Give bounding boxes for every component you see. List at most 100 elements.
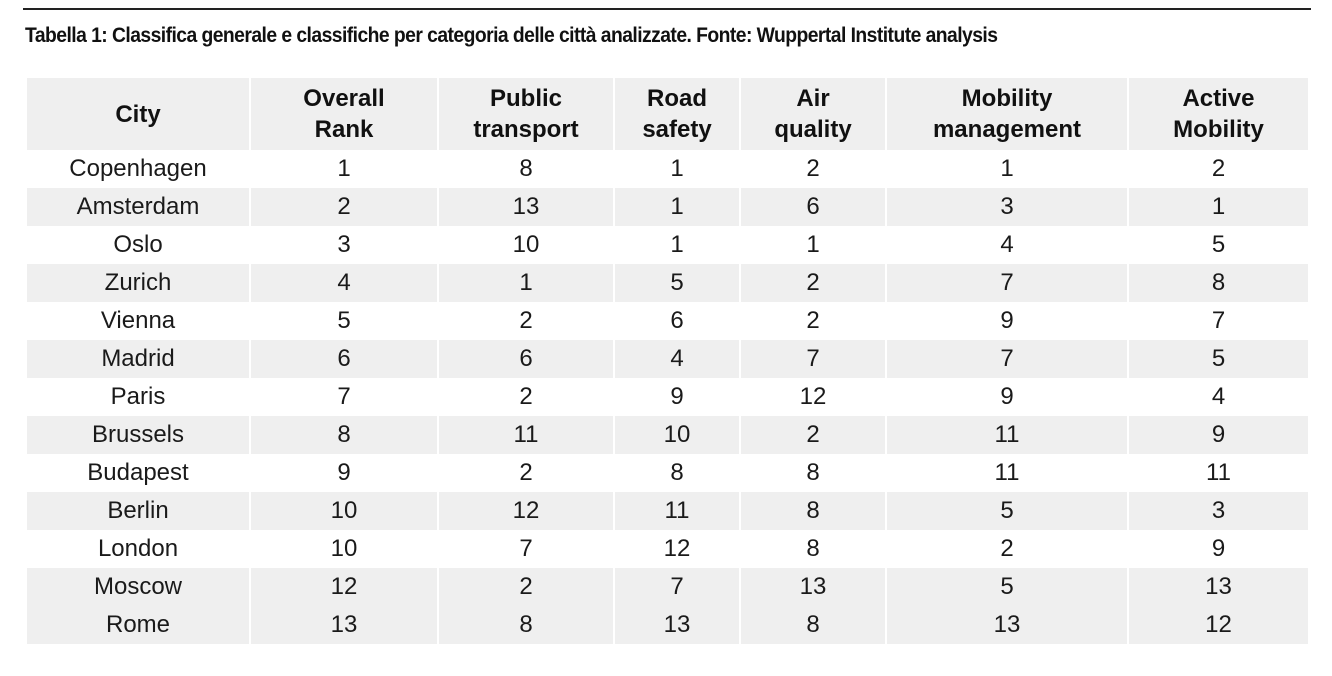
rank-cell-public-transport: 2: [439, 568, 613, 606]
rank-cell-air-quality: 8: [741, 530, 885, 568]
column-header-line: transport: [473, 116, 579, 143]
city-name-cell: Copenhagen: [27, 150, 249, 188]
rank-cell-mobility-management: 3: [887, 188, 1127, 226]
rank-cell-road-safety: 6: [615, 302, 739, 340]
rank-cell-mobility-management: 5: [887, 492, 1127, 530]
rank-cell-road-safety: 1: [615, 150, 739, 188]
column-header-overall-rank: Overall Rank: [251, 78, 437, 150]
column-header-line: Rank: [314, 116, 374, 143]
rank-cell-air-quality: 7: [741, 340, 885, 378]
header-row: City Overall Rank Public transport Road safety…: [27, 78, 1308, 150]
rank-cell-active-mobility: 9: [1129, 416, 1308, 454]
rank-cell-public-transport: 2: [439, 378, 613, 416]
rank-cell-active-mobility: 1: [1129, 188, 1308, 226]
rank-cell-mobility-management: 7: [887, 340, 1127, 378]
table-row: Oslo 3 10 1 1 4 5: [27, 226, 1308, 264]
rank-cell-air-quality: 2: [741, 264, 885, 302]
rank-cell-public-transport: 12: [439, 492, 613, 530]
rank-cell-road-safety: 1: [615, 188, 739, 226]
column-header-active-mobility: Active Mobility: [1129, 78, 1308, 150]
rank-cell-active-mobility: 2: [1129, 150, 1308, 188]
column-header-line: quality: [774, 116, 852, 143]
column-header-air-quality: Air quality: [741, 78, 885, 150]
table-row: Copenhagen 1 8 1 2 1 2: [27, 150, 1308, 188]
column-header-line: Mobility: [1173, 116, 1264, 143]
column-header-line: Air: [796, 85, 830, 112]
rank-cell-overall-rank: 8: [251, 416, 437, 454]
rank-cell-active-mobility: 5: [1129, 226, 1308, 264]
city-name-cell: Vienna: [27, 302, 249, 340]
table-row: Zurich 4 1 5 2 7 8: [27, 264, 1308, 302]
rank-cell-air-quality: 12: [741, 378, 885, 416]
rank-cell-road-safety: 7: [615, 568, 739, 606]
rank-cell-public-transport: 8: [439, 150, 613, 188]
rank-cell-active-mobility: 4: [1129, 378, 1308, 416]
table-row: Amsterdam 2 13 1 6 3 1: [27, 188, 1308, 226]
rank-cell-active-mobility: 8: [1129, 264, 1308, 302]
rank-cell-mobility-management: 1: [887, 150, 1127, 188]
rank-cell-public-transport: 8: [439, 606, 613, 644]
rank-cell-mobility-management: 11: [887, 454, 1127, 492]
rank-cell-active-mobility: 11: [1129, 454, 1308, 492]
rank-cell-overall-rank: 4: [251, 264, 437, 302]
rank-cell-active-mobility: 3: [1129, 492, 1308, 530]
city-name-cell: Oslo: [27, 226, 249, 264]
table-row: Madrid 6 6 4 7 7 5: [27, 340, 1308, 378]
rank-cell-active-mobility: 5: [1129, 340, 1308, 378]
table-row: Berlin 10 12 11 8 5 3: [27, 492, 1308, 530]
table-row: Vienna 5 2 6 2 9 7: [27, 302, 1308, 340]
city-name-cell: Budapest: [27, 454, 249, 492]
rank-cell-mobility-management: 2: [887, 530, 1127, 568]
rank-cell-overall-rank: 1: [251, 150, 437, 188]
city-name-cell: Zurich: [27, 264, 249, 302]
rank-cell-mobility-management: 9: [887, 378, 1127, 416]
table-row: Rome 13 8 13 8 13 12: [27, 606, 1308, 644]
rank-cell-air-quality: 2: [741, 150, 885, 188]
rank-cell-air-quality: 8: [741, 492, 885, 530]
rank-cell-mobility-management: 11: [887, 416, 1127, 454]
rank-cell-public-transport: 13: [439, 188, 613, 226]
rank-cell-overall-rank: 6: [251, 340, 437, 378]
rank-cell-public-transport: 2: [439, 454, 613, 492]
rank-cell-overall-rank: 13: [251, 606, 437, 644]
top-rule: [23, 8, 1311, 10]
table-row: Moscow 12 2 7 13 5 13: [27, 568, 1308, 606]
rank-cell-road-safety: 1: [615, 226, 739, 264]
rank-cell-public-transport: 7: [439, 530, 613, 568]
rank-cell-road-safety: 5: [615, 264, 739, 302]
rank-cell-overall-rank: 12: [251, 568, 437, 606]
city-name-cell: Rome: [27, 606, 249, 644]
table-row: Brussels 8 11 10 2 11 9: [27, 416, 1308, 454]
rank-cell-overall-rank: 3: [251, 226, 437, 264]
table-header: City Overall Rank Public transport Road safety…: [27, 78, 1308, 150]
rank-cell-active-mobility: 13: [1129, 568, 1308, 606]
rank-cell-public-transport: 1: [439, 264, 613, 302]
rank-cell-air-quality: 1: [741, 226, 885, 264]
city-name-cell: Madrid: [27, 340, 249, 378]
rank-cell-overall-rank: 2: [251, 188, 437, 226]
rank-cell-mobility-management: 7: [887, 264, 1127, 302]
rank-cell-mobility-management: 5: [887, 568, 1127, 606]
column-header-line: Overall: [303, 85, 385, 112]
column-header-city: City: [27, 78, 249, 150]
rank-cell-air-quality: 6: [741, 188, 885, 226]
rank-cell-air-quality: 2: [741, 302, 885, 340]
rank-cell-air-quality: 13: [741, 568, 885, 606]
city-name-cell: London: [27, 530, 249, 568]
column-header-mobility-management: Mobility management: [887, 78, 1127, 150]
rank-cell-road-safety: 11: [615, 492, 739, 530]
rank-cell-overall-rank: 7: [251, 378, 437, 416]
rank-cell-public-transport: 6: [439, 340, 613, 378]
rank-cell-overall-rank: 9: [251, 454, 437, 492]
column-header-line: Mobility: [961, 85, 1053, 112]
rank-cell-mobility-management: 9: [887, 302, 1127, 340]
table-row: Paris 7 2 9 12 9 4: [27, 378, 1308, 416]
city-name-cell: Paris: [27, 378, 249, 416]
rank-cell-road-safety: 10: [615, 416, 739, 454]
column-header-line: City: [115, 100, 161, 128]
rank-cell-public-transport: 11: [439, 416, 613, 454]
city-name-cell: Moscow: [27, 568, 249, 606]
column-header-road-safety: Road safety: [615, 78, 739, 150]
rank-cell-air-quality: 8: [741, 606, 885, 644]
rank-cell-air-quality: 2: [741, 416, 885, 454]
